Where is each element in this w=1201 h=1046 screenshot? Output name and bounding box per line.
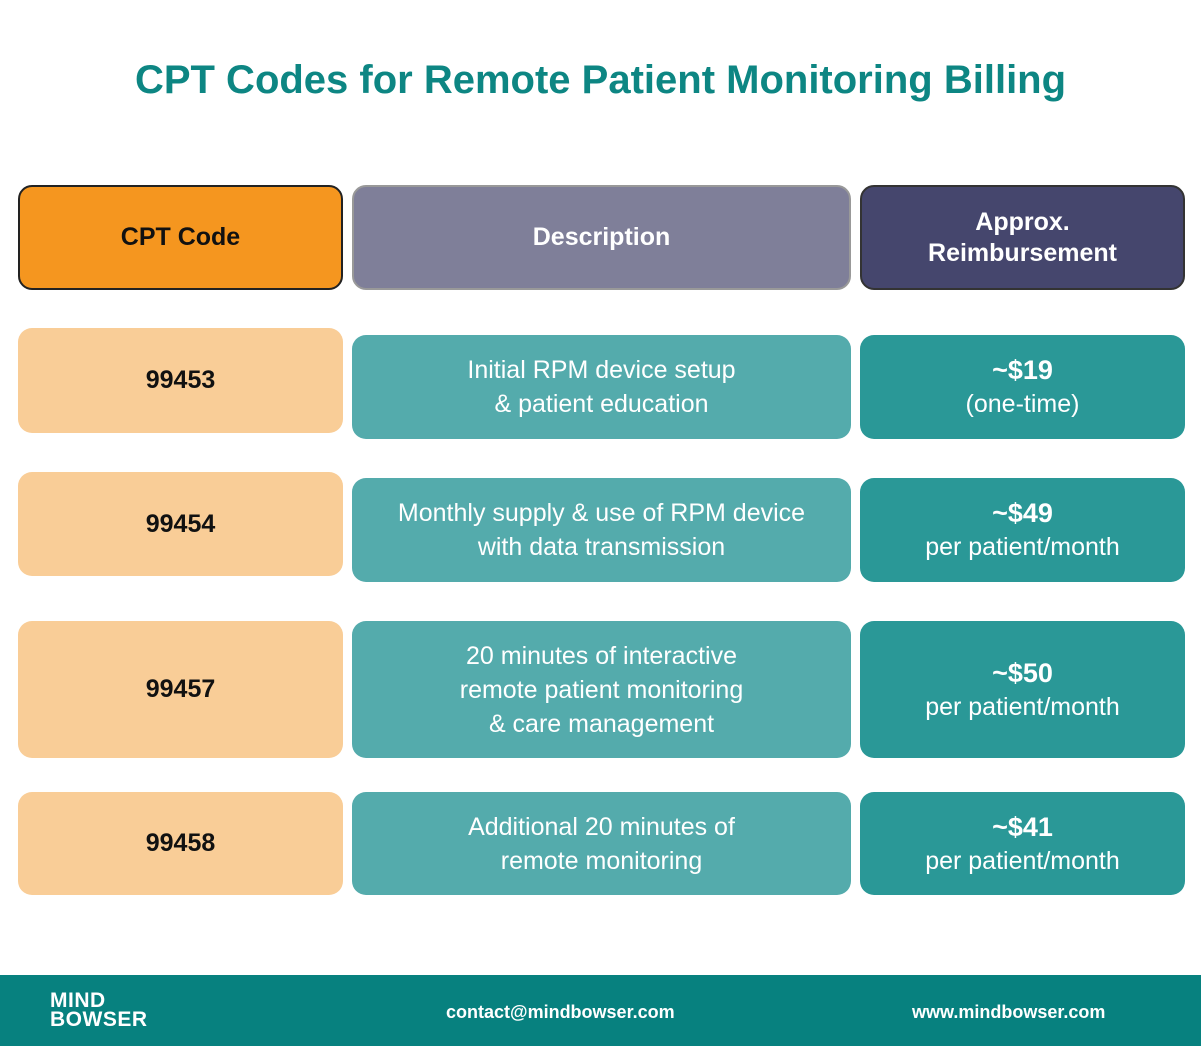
description-line: Initial RPM device setup bbox=[467, 356, 736, 384]
reimbursement-note: per patient/month bbox=[925, 533, 1120, 561]
mindbowser-logo: MIND BOWSER bbox=[50, 989, 148, 1031]
cpt-code-cell: 99458 bbox=[18, 792, 343, 895]
cpt-code-cell: 99454 bbox=[18, 472, 343, 576]
cpt-code-cell: 99457 bbox=[18, 621, 343, 758]
reimbursement-note: per patient/month bbox=[925, 692, 1120, 721]
logo-line: MIND bbox=[50, 989, 106, 1012]
header-description: Description bbox=[352, 185, 851, 290]
reimbursement-cell: ~$50 per patient/month bbox=[860, 621, 1185, 758]
header-cpt-code: CPT Code bbox=[18, 185, 343, 290]
description-cell: Initial RPM device setup & patient educa… bbox=[352, 335, 851, 439]
cpt-code: 99458 bbox=[145, 829, 216, 857]
description-line: remote patient monitoring bbox=[459, 675, 744, 704]
header-reimbursement: Approx. Reimbursement bbox=[860, 185, 1185, 290]
header-label: Approx. bbox=[975, 207, 1070, 236]
cpt-code: 99453 bbox=[145, 366, 216, 394]
cpt-code-cell: 99453 bbox=[18, 328, 343, 433]
reimbursement-cell: ~$19 (one-time) bbox=[860, 335, 1185, 439]
reimbursement-amount: ~$41 bbox=[992, 811, 1053, 842]
description-line: & care management bbox=[488, 709, 715, 738]
contact-email[interactable]: contact@mindbowser.com bbox=[446, 1002, 675, 1022]
reimbursement-cell: ~$41 per patient/month bbox=[860, 792, 1185, 895]
page-title: CPT Codes for Remote Patient Monitoring … bbox=[134, 58, 1067, 102]
website-link[interactable]: www.mindbowser.com bbox=[912, 1002, 1106, 1022]
cpt-code: 99454 bbox=[145, 509, 216, 538]
header-label: Description bbox=[532, 223, 671, 251]
logo-line: BOWSER bbox=[50, 1008, 148, 1031]
reimbursement-amount: ~$50 bbox=[992, 657, 1053, 688]
header-label: CPT Code bbox=[120, 223, 241, 251]
reimbursement-amount: ~$49 bbox=[992, 498, 1053, 528]
description-cell: 20 minutes of interactive remote patient… bbox=[352, 621, 851, 758]
reimbursement-note: (one-time) bbox=[965, 390, 1080, 418]
description-line: Additional 20 minutes of bbox=[468, 812, 735, 841]
header-label: Reimbursement bbox=[928, 238, 1117, 267]
description-line: 20 minutes of interactive bbox=[466, 641, 737, 670]
reimbursement-amount: ~$19 bbox=[992, 355, 1053, 385]
reimbursement-cell: ~$49 per patient/month bbox=[860, 478, 1185, 582]
description-line: & patient education bbox=[494, 390, 709, 418]
description-cell: Additional 20 minutes of remote monitori… bbox=[352, 792, 851, 895]
description-line: with data transmission bbox=[477, 533, 726, 561]
description-line: Monthly supply & use of RPM device bbox=[397, 499, 806, 527]
description-cell: Monthly supply & use of RPM device with … bbox=[352, 478, 851, 582]
footer: MIND BOWSER contact@mindbowser.com www.m… bbox=[0, 975, 1201, 1046]
cpt-code: 99457 bbox=[145, 675, 216, 703]
reimbursement-note: per patient/month bbox=[925, 846, 1120, 875]
description-line: remote monitoring bbox=[500, 846, 703, 875]
